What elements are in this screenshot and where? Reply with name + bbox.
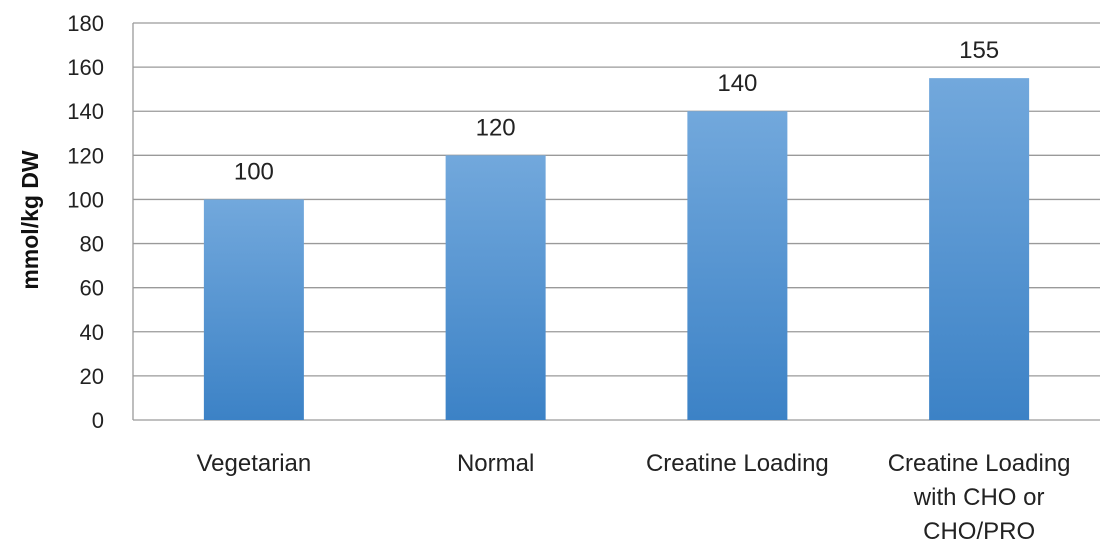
y-tick-label: 20 — [80, 364, 104, 389]
bar — [929, 78, 1030, 420]
y-tick-label: 80 — [80, 232, 104, 257]
bar — [203, 199, 304, 420]
y-tick-label: 60 — [80, 276, 104, 301]
y-axis-label: mmol/kg DW — [17, 150, 43, 290]
bar — [687, 111, 788, 420]
category-label: Creatine Loading with CHO or CHO/PRO — [888, 450, 1071, 545]
y-tick-label: 100 — [67, 187, 104, 212]
data-label: 155 — [959, 37, 999, 64]
bar — [445, 155, 546, 421]
x-axis-categories: Vegetarian Normal Creatine Loading Creatine… — [196, 450, 1070, 545]
y-tick-label: 0 — [92, 408, 104, 433]
data-label: 140 — [717, 70, 757, 97]
y-axis-ticks: 0 20 40 60 80 100 120 140 160 180 — [67, 11, 104, 433]
y-tick-label: 180 — [67, 11, 104, 36]
data-labels: 100 120 140 155 — [234, 37, 999, 185]
category-label: Normal — [457, 450, 534, 477]
category-label: Creatine Loading — [646, 450, 829, 477]
data-label: 100 — [234, 158, 274, 185]
y-tick-label: 160 — [67, 55, 104, 80]
category-label: Vegetarian — [196, 450, 311, 477]
bars — [203, 78, 1030, 421]
data-label: 120 — [476, 114, 516, 141]
y-tick-label: 140 — [67, 99, 104, 124]
y-tick-label: 120 — [67, 143, 104, 168]
y-tick-label: 40 — [80, 320, 104, 345]
